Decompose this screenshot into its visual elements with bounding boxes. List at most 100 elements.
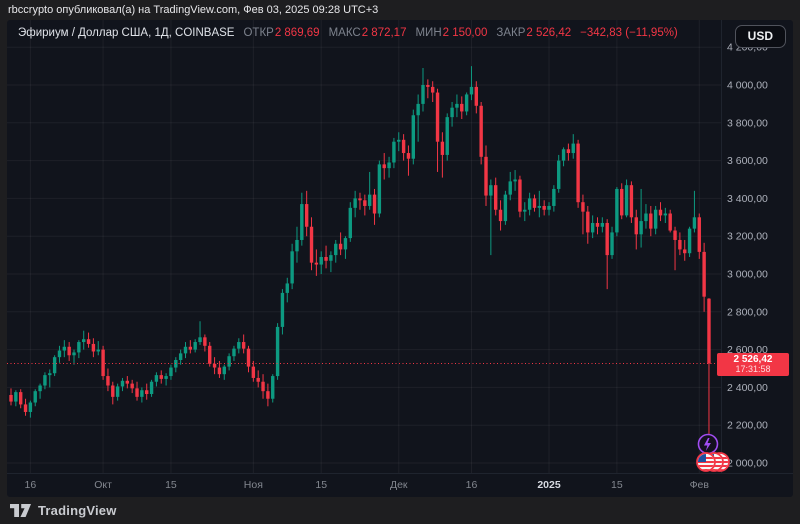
candle — [494, 177, 498, 216]
current-price-label: 2 526,42 17:31:58 — [717, 352, 789, 376]
candle — [266, 383, 270, 407]
legend-open: ОТКР 2 869,69 — [243, 27, 319, 39]
candle — [314, 249, 319, 276]
candle — [348, 202, 352, 242]
candle — [426, 79, 430, 99]
candle — [343, 236, 348, 259]
candle — [208, 342, 212, 367]
candle — [658, 202, 663, 222]
svg-text:4 000,00: 4 000,00 — [727, 80, 768, 92]
candle — [319, 251, 323, 274]
candle — [295, 226, 299, 263]
candle — [547, 202, 551, 216]
candle — [421, 67, 425, 112]
tradingview-wordmark[interactable]: TradingView — [38, 503, 117, 518]
candle — [232, 345, 236, 361]
high-label: МАКС — [328, 27, 361, 39]
candlestick-chart[interactable]: 4 200,004 000,003 800,003 600,003 400,00… — [7, 20, 793, 497]
candle — [411, 109, 416, 165]
candle — [620, 183, 624, 220]
candle — [130, 379, 134, 394]
candle — [91, 338, 96, 358]
svg-text:15: 15 — [165, 479, 177, 491]
svg-text:16: 16 — [25, 479, 37, 491]
candle — [353, 190, 357, 218]
candle — [595, 217, 600, 235]
candle — [52, 355, 57, 377]
candle — [251, 360, 256, 382]
time-scale[interactable] — [7, 473, 721, 497]
candle — [382, 153, 386, 180]
candle — [111, 381, 115, 405]
candle — [484, 145, 488, 206]
svg-text:3 200,00: 3 200,00 — [727, 231, 768, 243]
candle — [557, 154, 561, 193]
candle — [537, 190, 542, 218]
candle — [290, 243, 294, 290]
candle — [668, 209, 672, 233]
candle — [149, 379, 154, 397]
candle — [285, 277, 289, 303]
currency-toggle-button[interactable]: USD — [734, 25, 786, 48]
candle — [246, 345, 251, 373]
candle — [256, 370, 260, 388]
candle — [62, 340, 67, 358]
candle — [237, 338, 241, 354]
candle — [178, 349, 183, 365]
candle — [261, 374, 265, 399]
candle — [115, 383, 120, 401]
svg-text:Ноя: Ноя — [244, 479, 263, 491]
candle — [571, 134, 575, 159]
candle — [610, 226, 614, 259]
candle — [334, 239, 338, 263]
candle — [135, 381, 139, 401]
close-label: ЗАКР — [496, 27, 526, 39]
candle — [397, 132, 401, 152]
candle — [435, 88, 440, 172]
candle — [639, 188, 643, 248]
candle — [464, 92, 469, 116]
candle — [363, 194, 367, 216]
candle — [683, 239, 687, 261]
candle — [702, 242, 706, 312]
svg-text:15: 15 — [611, 479, 623, 491]
candle — [600, 217, 605, 233]
close-value: 2 526,42 — [526, 27, 572, 39]
candlestick-series — [9, 66, 711, 435]
candle — [498, 200, 503, 231]
symbol-title[interactable]: Эфириум / Доллар США, 1Д, COINBASE — [18, 27, 235, 39]
candle — [489, 179, 493, 256]
candle — [169, 364, 173, 380]
candle — [692, 190, 697, 233]
candle — [542, 200, 546, 216]
candle — [203, 334, 207, 352]
candle — [154, 372, 159, 387]
candle — [212, 357, 217, 375]
candle — [193, 339, 197, 353]
tradingview-logo-icon[interactable] — [10, 504, 31, 517]
candle — [125, 376, 130, 389]
candle — [455, 94, 459, 118]
candle — [367, 171, 372, 210]
candle — [532, 194, 537, 212]
candle — [624, 179, 629, 218]
candle — [479, 102, 483, 165]
price-scale[interactable] — [721, 20, 793, 473]
candle — [697, 213, 701, 259]
open-label: ОТКР — [243, 27, 274, 39]
svg-text:2 000,00: 2 000,00 — [727, 458, 768, 470]
lightning-event-icon[interactable] — [697, 433, 719, 455]
candle — [198, 321, 202, 345]
svg-text:3 800,00: 3 800,00 — [727, 117, 768, 129]
candle — [43, 372, 47, 390]
candle — [96, 341, 100, 356]
svg-text:2025: 2025 — [537, 479, 561, 491]
svg-text:2 400,00: 2 400,00 — [727, 382, 768, 394]
footer-bar: TradingView — [0, 497, 800, 524]
svg-text:Дек: Дек — [390, 479, 408, 491]
us-flag-events-icon[interactable] — [696, 452, 730, 472]
candle — [9, 388, 13, 406]
candle — [140, 387, 144, 403]
candle — [644, 204, 648, 229]
candle — [523, 202, 527, 222]
